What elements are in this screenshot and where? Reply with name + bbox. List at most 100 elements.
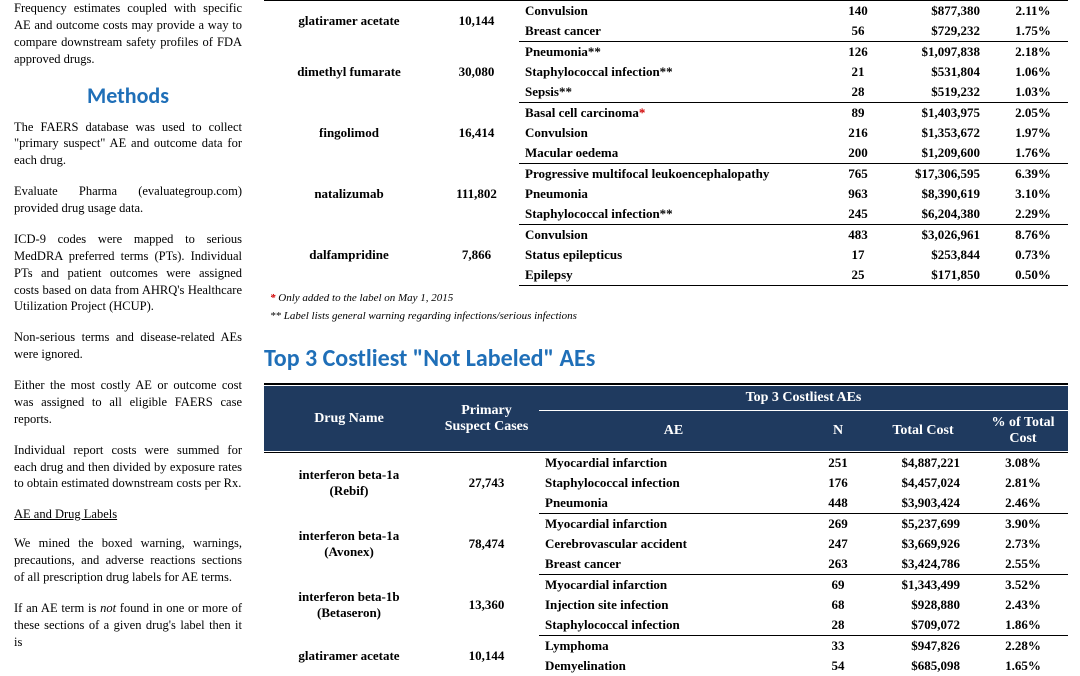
n-cell: 176 — [808, 473, 868, 493]
cost-cell: $3,424,786 — [868, 554, 978, 575]
labels-p1: We mined the boxed warning, warnings, pr… — [14, 535, 242, 586]
cost-cell: $1,403,975 — [888, 103, 998, 124]
n-cell: 765 — [828, 164, 888, 185]
drug-name-cell: interferon beta-1b (Betaseron) — [264, 575, 434, 636]
pct-cell: 3.90% — [978, 514, 1068, 535]
ae-cell: Pneumonia — [519, 184, 828, 204]
pct-cell: 1.97% — [998, 123, 1068, 143]
ae-cell: Myocardial infarction — [539, 453, 808, 474]
pct-cell: 8.76% — [998, 225, 1068, 246]
footnote-2: ** Label lists general warning regarding… — [270, 310, 1068, 322]
cases-cell: 16,414 — [434, 103, 519, 164]
table-row: glatiramer acetate10,144Lymphoma33$947,8… — [264, 636, 1068, 657]
drug-name-cell: natalizumab — [264, 164, 434, 225]
n-cell: 216 — [828, 123, 888, 143]
right-column: glatiramer acetate10,144Convulsion140$87… — [260, 0, 1080, 675]
cost-cell: $685,098 — [868, 656, 978, 676]
methods-p1: The FAERS database was used to collect "… — [14, 119, 242, 170]
n-cell: 251 — [808, 453, 868, 474]
n-cell: 126 — [828, 42, 888, 63]
pct-cell: 3.08% — [978, 453, 1068, 474]
pct-cell: 3.52% — [978, 575, 1068, 596]
cases-cell: 111,802 — [434, 164, 519, 225]
table-labeled-aes: glatiramer acetate10,144Convulsion140$87… — [264, 0, 1068, 286]
th-ae: AE — [539, 411, 808, 452]
cases-cell: 30,080 — [434, 42, 519, 103]
ae-cell: Progressive multifocal leukoencephalopat… — [519, 164, 828, 185]
cost-cell: $17,306,595 — [888, 164, 998, 185]
n-cell: 28 — [808, 615, 868, 636]
methods-p4: Non-serious terms and disease-related AE… — [14, 329, 242, 363]
ae-cell: Basal cell carcinoma* — [519, 103, 828, 124]
th-pct: % of Total Cost — [978, 411, 1068, 452]
th-span: Top 3 Costliest AEs — [539, 386, 1068, 411]
pct-cell: 2.29% — [998, 204, 1068, 225]
table-row: interferon beta-1a (Avonex)78,474Myocard… — [264, 514, 1068, 535]
cost-cell: $6,204,380 — [888, 204, 998, 225]
th-n: N — [808, 411, 868, 452]
cost-cell: $1,343,499 — [868, 575, 978, 596]
ae-cell: Myocardial infarction — [539, 575, 808, 596]
cost-cell: $5,237,699 — [868, 514, 978, 535]
drug-name-cell: interferon beta-1a (Avonex) — [264, 514, 434, 575]
pct-cell: 0.50% — [998, 265, 1068, 286]
drug-name-cell: glatiramer acetate — [264, 1, 434, 42]
table2-header: Drug Name Primary Suspect Cases Top 3 Co… — [264, 385, 1068, 452]
ae-cell: Convulsion — [519, 1, 828, 22]
n-cell: 33 — [808, 636, 868, 657]
pct-cell: 2.11% — [998, 1, 1068, 22]
ae-cell: Injection site infection — [539, 595, 808, 615]
pct-cell: 3.10% — [998, 184, 1068, 204]
table-row: glatiramer acetate10,144Convulsion140$87… — [264, 1, 1068, 22]
cost-cell: $4,887,221 — [868, 453, 978, 474]
n-cell: 269 — [808, 514, 868, 535]
pct-cell: 2.81% — [978, 473, 1068, 493]
n-cell: 54 — [808, 656, 868, 676]
cases-cell: 78,474 — [434, 514, 539, 575]
pct-cell: 2.28% — [978, 636, 1068, 657]
drug-name-cell: dalfampridine — [264, 225, 434, 286]
cost-cell: $877,380 — [888, 1, 998, 22]
ae-cell: Epilepsy — [519, 265, 828, 286]
table-row: natalizumab111,802Progressive multifocal… — [264, 164, 1068, 185]
pct-cell: 2.55% — [978, 554, 1068, 575]
ae-cell: Cerebrovascular accident — [539, 534, 808, 554]
table-not-labeled-aes: interferon beta-1a (Rebif)27,743Myocardi… — [264, 452, 1068, 676]
methods-heading: Methods — [14, 82, 242, 109]
n-cell: 245 — [828, 204, 888, 225]
drug-name-cell: glatiramer acetate — [264, 636, 434, 676]
ae-cell: Convulsion — [519, 225, 828, 246]
pct-cell: 2.73% — [978, 534, 1068, 554]
n-cell: 963 — [828, 184, 888, 204]
cost-cell: $1,353,672 — [888, 123, 998, 143]
ae-cell: Macular oedema — [519, 143, 828, 164]
drug-name-cell: dimethyl fumarate — [264, 42, 434, 103]
cases-cell: 10,144 — [434, 1, 519, 42]
table-row: dalfampridine7,866Convulsion483$3,026,96… — [264, 225, 1068, 246]
ae-cell: Breast cancer — [539, 554, 808, 575]
n-cell: 200 — [828, 143, 888, 164]
methods-p5: Either the most costly AE or outcome cos… — [14, 377, 242, 428]
n-cell: 17 — [828, 245, 888, 265]
table-row: dimethyl fumarate30,080Pneumonia**126$1,… — [264, 42, 1068, 63]
th-drug: Drug Name — [264, 386, 434, 452]
th-cases: Primary Suspect Cases — [434, 386, 539, 452]
cases-cell: 27,743 — [434, 453, 539, 514]
pct-cell: 2.18% — [998, 42, 1068, 63]
n-cell: 56 — [828, 21, 888, 42]
ae-cell: Pneumonia — [539, 493, 808, 514]
n-cell: 483 — [828, 225, 888, 246]
left-column: Frequency estimates coupled with specifi… — [0, 0, 260, 675]
n-cell: 263 — [808, 554, 868, 575]
ae-cell: Myocardial infarction — [539, 514, 808, 535]
table-row: interferon beta-1a (Rebif)27,743Myocardi… — [264, 453, 1068, 474]
n-cell: 448 — [808, 493, 868, 514]
cases-cell: 7,866 — [434, 225, 519, 286]
methods-p3: ICD-9 codes were mapped to serious MedDR… — [14, 231, 242, 315]
n-cell: 68 — [808, 595, 868, 615]
cost-cell: $531,804 — [888, 62, 998, 82]
footnote-1: * Only added to the label on May 1, 2015 — [270, 292, 1068, 304]
drug-name-cell: fingolimod — [264, 103, 434, 164]
pct-cell: 6.39% — [998, 164, 1068, 185]
pct-cell: 1.65% — [978, 656, 1068, 676]
